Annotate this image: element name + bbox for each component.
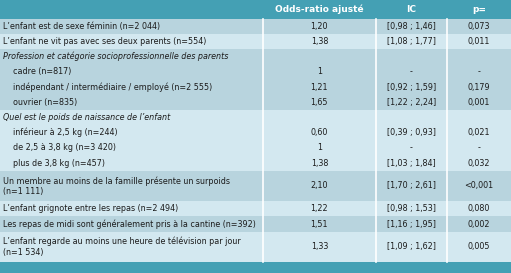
Bar <box>0 232 511 262</box>
Text: [1,16 ; 1,95]: [1,16 ; 1,95] <box>387 219 436 229</box>
Bar <box>0 19 511 34</box>
Text: 1,22: 1,22 <box>311 204 328 213</box>
Text: inférieur à 2,5 kg (n=244): inférieur à 2,5 kg (n=244) <box>13 128 118 138</box>
Text: 0,60: 0,60 <box>311 128 328 137</box>
Bar <box>0 171 511 201</box>
Text: [1,08 ; 1,77]: [1,08 ; 1,77] <box>387 37 436 46</box>
Text: p=: p= <box>472 5 486 14</box>
Text: 0,073: 0,073 <box>468 22 491 31</box>
Bar <box>0 64 511 79</box>
Text: 1,33: 1,33 <box>311 242 328 251</box>
Text: [1,70 ; 2,61]: [1,70 ; 2,61] <box>387 182 436 191</box>
Bar <box>0 262 511 273</box>
Bar <box>0 140 511 156</box>
Text: 1,51: 1,51 <box>311 219 328 229</box>
Text: [0,39 ; 0,93]: [0,39 ; 0,93] <box>387 128 436 137</box>
Text: 0,005: 0,005 <box>468 242 491 251</box>
Text: L’enfant ne vit pas avec ses deux parents (n=554): L’enfant ne vit pas avec ses deux parent… <box>3 37 206 46</box>
Text: Quel est le poids de naissance de l’enfant: Quel est le poids de naissance de l’enfa… <box>3 113 170 122</box>
Bar <box>0 201 511 216</box>
Bar <box>0 95 511 110</box>
Bar <box>0 49 511 64</box>
Text: [1,09 ; 1,62]: [1,09 ; 1,62] <box>387 242 436 251</box>
Bar <box>0 125 511 140</box>
Text: 0,002: 0,002 <box>468 219 491 229</box>
Text: ouvrier (n=835): ouvrier (n=835) <box>13 98 77 107</box>
Text: [1,03 ; 1,84]: [1,03 ; 1,84] <box>387 159 436 168</box>
Text: L’enfant est de sexe féminin (n=2 044): L’enfant est de sexe féminin (n=2 044) <box>3 22 159 31</box>
Text: -: - <box>478 143 480 152</box>
Text: [1,22 ; 2,24]: [1,22 ; 2,24] <box>387 98 436 107</box>
Text: 0,021: 0,021 <box>468 128 491 137</box>
Text: 1,38: 1,38 <box>311 37 328 46</box>
Text: [0,92 ; 1,59]: [0,92 ; 1,59] <box>387 82 436 91</box>
Text: 0,011: 0,011 <box>468 37 490 46</box>
Text: indépendant / intermédiaire / employé (n=2 555): indépendant / intermédiaire / employé (n… <box>13 82 212 92</box>
Text: 1,65: 1,65 <box>311 98 328 107</box>
Text: 2,10: 2,10 <box>311 182 328 191</box>
Text: L’enfant regarde au moins une heure de télévision par jour
(n=1 534): L’enfant regarde au moins une heure de t… <box>3 237 240 257</box>
Text: 0,032: 0,032 <box>468 159 491 168</box>
Text: -: - <box>410 67 413 76</box>
Text: IC: IC <box>406 5 416 14</box>
Text: [0,98 ; 1,46]: [0,98 ; 1,46] <box>387 22 436 31</box>
Text: 0,179: 0,179 <box>468 82 491 91</box>
Text: Les repas de midi sont généralement pris à la cantine (n=392): Les repas de midi sont généralement pris… <box>3 219 256 229</box>
Text: 1: 1 <box>317 67 322 76</box>
Text: 0,001: 0,001 <box>468 98 490 107</box>
Text: 1: 1 <box>317 143 322 152</box>
Text: de 2,5 à 3,8 kg (n=3 420): de 2,5 à 3,8 kg (n=3 420) <box>13 143 116 152</box>
Bar <box>0 79 511 95</box>
Text: 1,21: 1,21 <box>311 82 328 91</box>
Text: L’enfant grignote entre les repas (n=2 494): L’enfant grignote entre les repas (n=2 4… <box>3 204 178 213</box>
Bar <box>0 110 511 125</box>
Text: Profession et catégorie socioprofessionnelle des parents: Profession et catégorie socioprofessionn… <box>3 52 228 61</box>
Text: Un membre au moins de la famille présente un surpoids
(n=1 111): Un membre au moins de la famille présent… <box>3 176 229 196</box>
Bar <box>0 34 511 49</box>
Text: 1,38: 1,38 <box>311 159 328 168</box>
Text: <0,001: <0,001 <box>464 182 494 191</box>
Text: [0,98 ; 1,53]: [0,98 ; 1,53] <box>387 204 436 213</box>
Text: -: - <box>410 143 413 152</box>
Text: 1,20: 1,20 <box>311 22 328 31</box>
Text: plus de 3,8 kg (n=457): plus de 3,8 kg (n=457) <box>13 159 105 168</box>
Text: Odds-ratio ajusté: Odds-ratio ajusté <box>275 5 364 14</box>
Bar <box>0 0 511 19</box>
Bar <box>0 156 511 171</box>
Text: cadre (n=817): cadre (n=817) <box>13 67 71 76</box>
Bar <box>0 216 511 232</box>
Text: 0,080: 0,080 <box>468 204 490 213</box>
Text: -: - <box>478 67 480 76</box>
